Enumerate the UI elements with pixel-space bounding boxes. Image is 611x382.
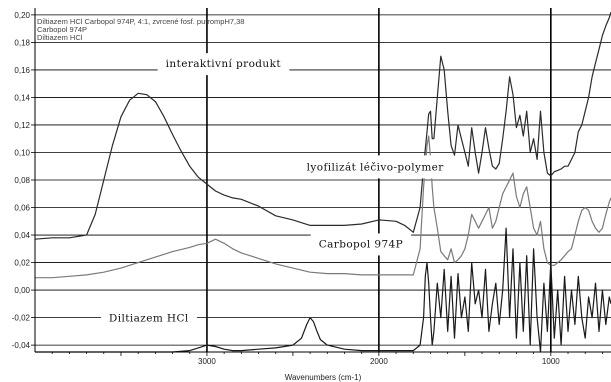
annotation-label: lyofilizát léčivo-polymer (298, 155, 453, 179)
y-tick-label: 0,06 (14, 204, 30, 213)
x-tick-label: 3000 (198, 357, 216, 366)
annotations: interaktivní produkt lyofilizát léčivo-po… (100, 53, 453, 330)
y-tick-label: 0,12 (14, 121, 30, 130)
y-tick-label: -0,02 (12, 314, 31, 323)
y-tick-label: 0,04 (14, 231, 30, 240)
annotation-background (310, 233, 412, 256)
y-tick-label: 0,18 (14, 38, 30, 47)
y-tick-label: 0,14 (14, 93, 30, 102)
annotation-background (298, 155, 453, 179)
series-line-2 (35, 135, 611, 279)
y-tick-label: 0,08 (14, 176, 30, 185)
y-tick-label: 0,00 (14, 286, 30, 295)
x-tick-label: 1000 (542, 357, 560, 366)
axis-ticks: -0,04 -0,02 0,00 0,02 0,04 0,06 0,08 0,10 0,12 0,… (12, 11, 603, 366)
y-tick-label: 0,16 (14, 66, 30, 75)
x-axis-title: Wavenumbers (cm-1) (285, 373, 362, 382)
x-tick-label: 2000 (370, 357, 388, 366)
annotation-text: Carbopol 974P (319, 238, 403, 250)
y-tick-label: 0,20 (14, 11, 30, 20)
annotation-text: interaktivní produkt (166, 58, 282, 70)
y-tick-label: -0,04 (12, 341, 31, 350)
annotation-label: interaktivní produkt (157, 53, 290, 76)
legend-entry: Carbopol 974P (37, 25, 87, 34)
legend: Diltiazem HCl Carbopol 974P, 4:1, zvrcen… (37, 17, 244, 42)
series-lines (34, 11, 611, 353)
annotation-text: lyofilizát léčivo-polymer (307, 160, 445, 173)
legend-entry: Diltiazem HCl (37, 33, 83, 42)
annotation-background (157, 53, 290, 76)
series-line-3 (35, 227, 611, 353)
annotation-label: Diltiazem HCl (100, 307, 197, 330)
annotation-label: Carbopol 974P (310, 233, 412, 256)
series-line-1 (34, 11, 611, 240)
y-tick-label: 0,02 (14, 259, 30, 268)
annotation-background (100, 307, 197, 330)
annotation-text: Diltiazem HCl (109, 313, 189, 325)
y-tick-label: 0,10 (14, 148, 30, 157)
legend-entry: Diltiazem HCl Carbopol 974P, 4:1, zvrcen… (37, 17, 244, 26)
